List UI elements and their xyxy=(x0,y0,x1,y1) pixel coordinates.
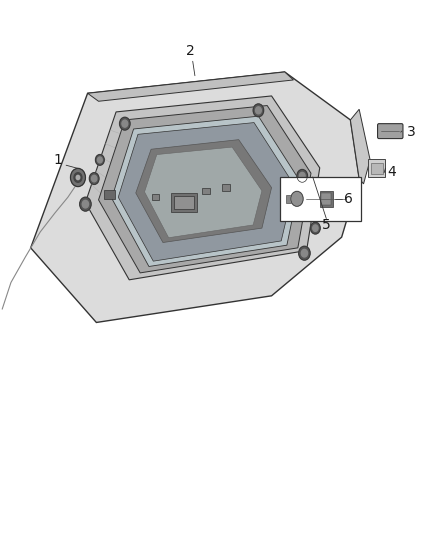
Polygon shape xyxy=(31,72,359,322)
Circle shape xyxy=(95,155,104,165)
Bar xyxy=(293,211,304,221)
Bar xyxy=(320,191,333,207)
FancyBboxPatch shape xyxy=(378,124,403,139)
Bar xyxy=(280,177,361,221)
Circle shape xyxy=(74,173,82,182)
Bar xyxy=(104,190,115,199)
Circle shape xyxy=(89,173,99,184)
Circle shape xyxy=(120,117,130,130)
Bar xyxy=(368,159,385,177)
Circle shape xyxy=(82,200,88,208)
Circle shape xyxy=(291,191,303,206)
Polygon shape xyxy=(118,123,294,261)
Text: 6: 6 xyxy=(344,192,353,206)
Circle shape xyxy=(299,172,305,180)
Circle shape xyxy=(255,107,261,114)
Text: 5: 5 xyxy=(322,218,331,232)
Bar xyxy=(371,163,383,174)
Circle shape xyxy=(76,175,80,180)
Polygon shape xyxy=(112,116,300,266)
Circle shape xyxy=(80,197,91,211)
Bar xyxy=(152,194,159,200)
Bar xyxy=(174,196,194,209)
Bar xyxy=(202,188,210,194)
Polygon shape xyxy=(145,147,262,238)
Circle shape xyxy=(299,246,310,260)
Circle shape xyxy=(71,168,85,187)
Circle shape xyxy=(97,157,102,163)
Polygon shape xyxy=(88,72,293,101)
Bar xyxy=(222,184,230,191)
Text: 1: 1 xyxy=(54,153,63,167)
Polygon shape xyxy=(136,140,272,243)
Bar xyxy=(286,195,297,203)
Circle shape xyxy=(311,222,320,234)
Circle shape xyxy=(122,120,128,127)
Circle shape xyxy=(301,249,307,257)
Polygon shape xyxy=(99,106,311,273)
Polygon shape xyxy=(85,96,320,280)
Polygon shape xyxy=(350,109,370,184)
Text: 3: 3 xyxy=(407,125,416,139)
Text: 2: 2 xyxy=(186,44,195,58)
Circle shape xyxy=(297,169,307,182)
Circle shape xyxy=(92,175,97,182)
Text: 4: 4 xyxy=(388,165,396,179)
Bar xyxy=(321,193,331,205)
Circle shape xyxy=(253,104,264,117)
Circle shape xyxy=(313,225,318,231)
Bar xyxy=(171,193,197,212)
